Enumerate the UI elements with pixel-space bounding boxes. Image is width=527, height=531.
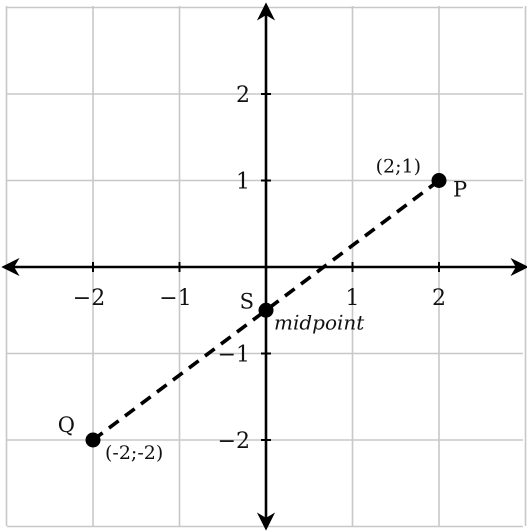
segment-q-p: [91, 179, 441, 442]
x-tick-label: 1: [346, 286, 360, 311]
coordinate-label-q: (-2;-2): [105, 442, 163, 464]
coordinate-label-p: (2;1): [376, 156, 421, 178]
point-label-p: P: [453, 178, 467, 202]
point-p-dot: [431, 173, 447, 188]
tick-marks: −2 −1 1 2 2 1 −1 −2: [73, 83, 446, 454]
x-tick-label: 2: [432, 286, 446, 311]
point-label-s: S: [240, 289, 254, 313]
y-tick-label: 1: [236, 170, 250, 195]
y-tick-label: −1: [218, 343, 250, 368]
segment-layer: [91, 179, 441, 442]
x-tick-label: −1: [159, 286, 191, 311]
y-tick-label: −2: [218, 429, 250, 454]
point-s-dot: [258, 302, 274, 318]
points: [85, 173, 447, 448]
x-tick-label: −2: [73, 286, 105, 311]
point-q-dot: [85, 432, 101, 448]
midpoint-label: midpoint: [274, 310, 365, 334]
point-label-q: Q: [58, 413, 75, 437]
y-tick-label: 2: [236, 83, 250, 108]
